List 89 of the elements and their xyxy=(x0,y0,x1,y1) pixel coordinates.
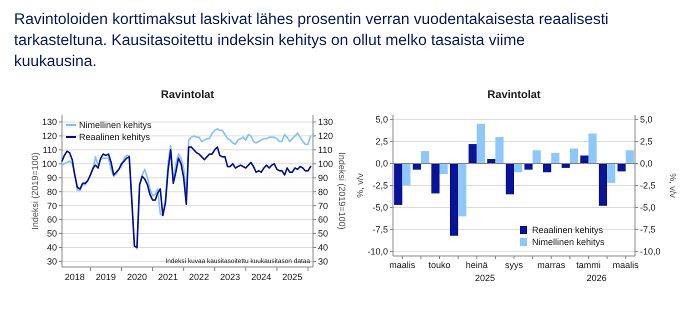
x-tick-label: 2024 xyxy=(251,272,272,282)
bar xyxy=(543,163,552,172)
x-tick-label: 2020 xyxy=(126,272,147,282)
y-axis-title: Indeksi (2019=100) xyxy=(30,152,40,230)
chart-subtitle: Ravintolat xyxy=(160,89,214,101)
y2-tick-label: -5,0 xyxy=(640,202,656,213)
bar xyxy=(402,163,410,186)
x-tick-label: marras xyxy=(537,260,566,270)
legend-label: Nimellinen kehitys xyxy=(79,120,152,130)
x-tick-label: 2025 xyxy=(282,272,302,282)
x-tick-label: heinä xyxy=(466,260,488,270)
bar xyxy=(458,163,466,216)
chart-title: Ravintoloiden korttimaksut laskivat lähes prosentin verran vuodentakaisesta reaalisesti tarkasteltuna. Kausitasoitettu indeksin kehitys on ollut melko tasaista viime kuukausina. xyxy=(14,11,608,70)
y-tick-label: 2,5 xyxy=(375,136,388,147)
bar xyxy=(476,124,485,164)
y2-tick-label: -7,5 xyxy=(640,224,656,235)
bar xyxy=(551,152,560,164)
x-tick-label: 2018 xyxy=(64,272,85,282)
y2-tick-label: 100 xyxy=(318,158,334,169)
y2-tick-label: 110 xyxy=(318,145,332,156)
y2-tick-label: 50 xyxy=(318,228,328,239)
bar xyxy=(506,163,514,194)
y2-tick-label: 5,0 xyxy=(640,114,653,125)
y-axis-title: %, v/v xyxy=(355,172,365,198)
y-tick-label: 40 xyxy=(46,242,57,253)
bar xyxy=(450,163,458,236)
bar xyxy=(588,134,597,164)
x-tick-label: 2021 xyxy=(158,272,178,282)
y-tick-label: 30 xyxy=(46,256,57,267)
x-tick-label: 2023 xyxy=(220,272,240,282)
y2-tick-label: 80 xyxy=(318,186,328,197)
y-tick-label: 100 xyxy=(42,158,57,169)
y-tick-label: 130 xyxy=(42,117,57,128)
y2-axis-title: Indeksi (2019=100) xyxy=(337,152,347,230)
y-tick-label: -10,0 xyxy=(367,246,388,257)
x-tick-label: 2019 xyxy=(96,272,116,282)
y2-tick-label: 70 xyxy=(318,200,328,211)
chart-title: Ravintolat xyxy=(487,89,541,101)
y2-tick-label: 90 xyxy=(318,172,328,183)
x-tick-label: syys xyxy=(505,260,524,270)
x-tick-label: 2022 xyxy=(189,272,210,282)
bar xyxy=(532,150,541,164)
y-tick-label: 60 xyxy=(46,214,57,225)
y2-axis-title: %, v/v xyxy=(668,173,678,198)
bar xyxy=(562,163,570,168)
x-tick-label: touko xyxy=(428,260,451,270)
line-series xyxy=(61,146,312,248)
bar xyxy=(487,159,496,164)
y-tick-label: 80 xyxy=(46,186,57,197)
bar xyxy=(514,163,522,172)
legend-label: Reaalinen kehitys xyxy=(532,225,604,236)
y2-tick-label: 40 xyxy=(318,242,328,253)
bar xyxy=(394,163,402,205)
bar xyxy=(495,137,504,164)
y2-tick-label: 2,5 xyxy=(640,136,653,147)
bar xyxy=(580,156,588,164)
y-tick-label: 0,0 xyxy=(375,158,388,169)
legend-label: Nimellinen kehitys xyxy=(532,237,606,248)
bar xyxy=(618,163,626,172)
bar xyxy=(607,163,616,183)
text: 2026 xyxy=(586,273,607,283)
bar xyxy=(468,144,477,164)
legend-label: Reaalinen kehitys xyxy=(79,132,151,142)
y-tick-label: 50 xyxy=(46,228,57,239)
y-tick-label: 120 xyxy=(42,131,57,142)
x-tick-label: tammi xyxy=(576,260,601,270)
bar xyxy=(598,163,608,206)
y-tick-label: 110 xyxy=(42,145,57,156)
y2-tick-label: -10,0 xyxy=(640,246,661,257)
bar xyxy=(440,163,448,174)
bar xyxy=(626,150,634,164)
y-tick-label: 70 xyxy=(46,200,57,211)
y2-tick-label: 60 xyxy=(318,214,328,225)
y-tick-label: -2,5 xyxy=(372,180,388,191)
y-tick-label: 90 xyxy=(46,172,57,183)
bar xyxy=(431,163,440,194)
x-tick-label: maalis xyxy=(389,260,416,270)
y2-tick-label: 0,0 xyxy=(640,158,653,169)
bar xyxy=(412,163,421,170)
y2-tick-label: 130 xyxy=(318,117,334,128)
bar xyxy=(570,148,578,164)
x-tick-label: maalis xyxy=(612,260,640,270)
y2-tick-label: 120 xyxy=(318,131,334,142)
y-tick-label: 5,0 xyxy=(375,114,388,125)
y-tick-label: -7,5 xyxy=(372,224,388,235)
y2-tick-label: 30 xyxy=(318,256,328,267)
y-tick-label: -5,0 xyxy=(372,202,388,213)
y2-tick-label: -2,5 xyxy=(640,180,656,191)
bar xyxy=(420,151,430,164)
